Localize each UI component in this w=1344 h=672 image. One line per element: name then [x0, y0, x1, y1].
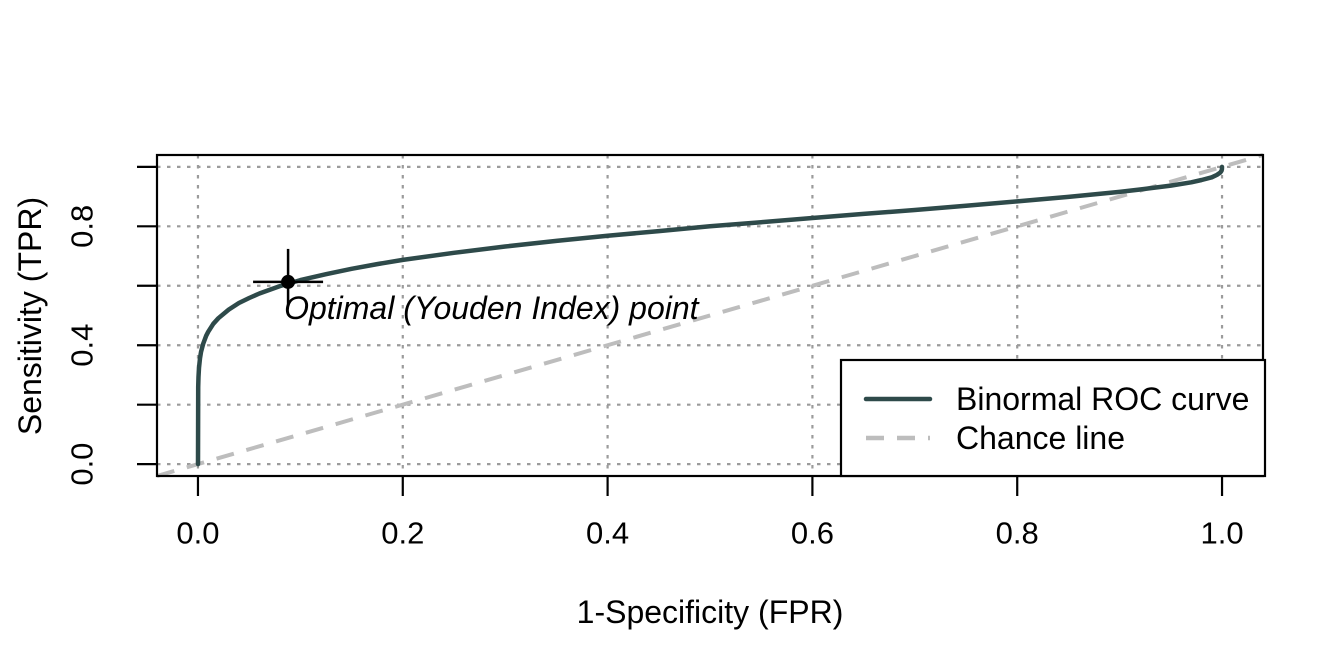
- x-tick-label: 0.6: [791, 516, 834, 551]
- optimal-point-marker: [281, 274, 296, 289]
- roc-curve-line: [195, 164, 1225, 467]
- x-tick-label: 0.4: [586, 516, 629, 551]
- y-tick-label: 0.4: [65, 324, 100, 367]
- plot-border: [155, 153, 1265, 478]
- legend-box: [839, 358, 1267, 478]
- y-axis-title: Sensitivity (TPR): [12, 197, 48, 435]
- y-tick-label: 0.8: [65, 205, 100, 248]
- x-tick-label: 1.0: [1200, 516, 1243, 551]
- x-tick-label: 0.0: [176, 516, 219, 551]
- chance-line: [156, 153, 1264, 478]
- y-tick-label: 0.0: [65, 443, 100, 486]
- legend-label: Chance line: [956, 420, 1125, 456]
- optimal-point-label: Optimal (Youden Index) point: [284, 290, 700, 326]
- x-tick-label: 0.8: [996, 516, 1039, 551]
- legend-label: Binormal ROC curve: [956, 381, 1249, 417]
- x-tick-label: 0.2: [381, 516, 424, 551]
- x-axis-title: 1-Specificity (FPR): [577, 594, 844, 630]
